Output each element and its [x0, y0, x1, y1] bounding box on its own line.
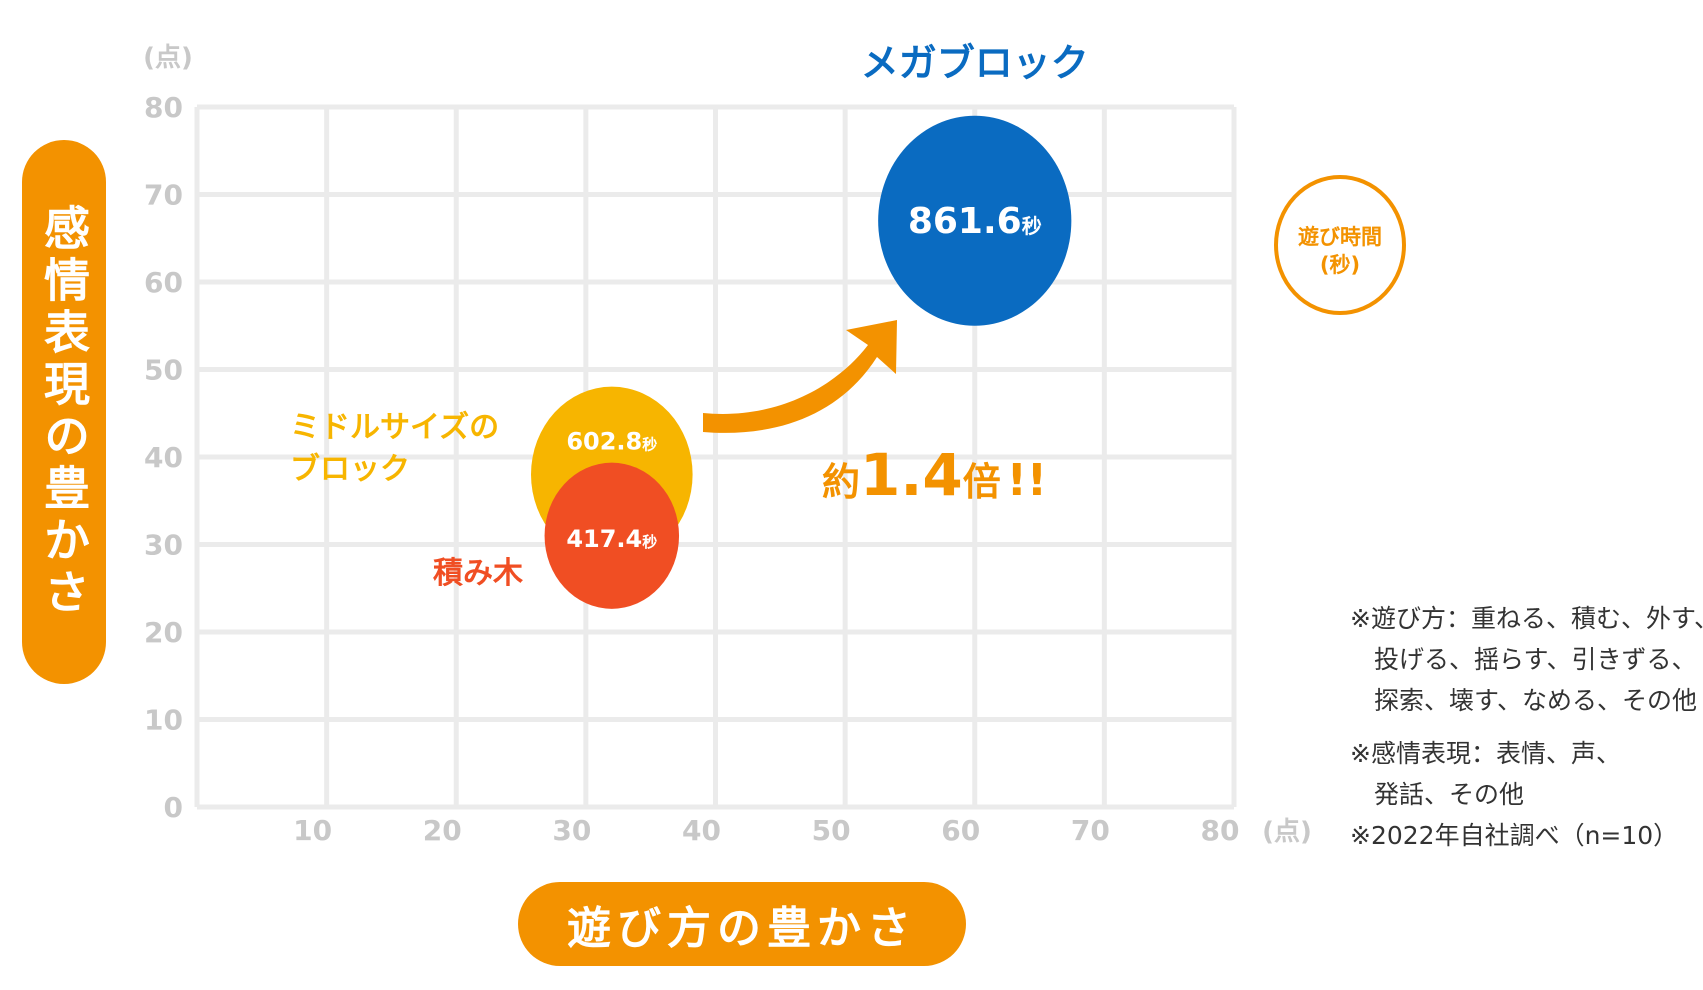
- note-play-styles-cont-1: 投げる、揺らす、引きずる、: [1374, 645, 1697, 674]
- category-label-tsumiki: 積み木: [433, 556, 523, 591]
- bubble-mega-block: [878, 115, 1072, 326]
- y-tick-label: 40: [144, 441, 183, 474]
- ratio-annotation: 約1.4倍!!: [822, 441, 1047, 509]
- x-tick-label: 10: [293, 814, 332, 847]
- y-tick-label: 60: [144, 266, 183, 299]
- x-tick-label: 50: [812, 814, 851, 847]
- y-tick-label: 50: [144, 354, 183, 387]
- x-tick-label: 80: [1201, 814, 1240, 847]
- note-survey: ※2022年自社調べ（n=10）: [1350, 821, 1679, 850]
- bubble-value-label: 602.8秒: [566, 428, 657, 456]
- y-axis-label: 感情表現の豊かさ: [37, 204, 91, 620]
- x-tick-label: 60: [941, 814, 980, 847]
- size-legend-circle: [1274, 175, 1406, 315]
- axes: 0 10 20 30 40 50 60 70 80 10 20 30 40 50 60 70 80 (点) (点): [143, 42, 1312, 847]
- note-play-styles-cont-2: 探索、壊す、なめる、その他: [1374, 686, 1698, 715]
- category-label-middle-block: ブロック: [290, 452, 410, 487]
- y-axis-label-pill: 感情表現の豊かさ: [22, 140, 106, 684]
- y-tick-label: 20: [144, 616, 183, 649]
- y-unit-label: (点): [143, 42, 193, 73]
- grid: [194, 104, 1237, 810]
- x-tick-label: 70: [1071, 814, 1110, 847]
- size-legend-label: (秒): [1320, 253, 1360, 277]
- bubble-value-label: 417.4秒: [566, 525, 657, 553]
- growth-arrow: [703, 320, 897, 433]
- note-play-styles: ※遊び方：重ねる、積む、外す、: [1350, 604, 1703, 633]
- x-tick-label: 30: [552, 814, 591, 847]
- bubbles: [531, 115, 1072, 609]
- y-tick-label: 80: [144, 91, 183, 124]
- x-axis-label-pill: 遊び方の豊かさ: [518, 882, 966, 966]
- bubble-tsumiki: [544, 462, 680, 609]
- note-emotion: ※感情表現：表情、声、: [1350, 739, 1621, 768]
- category-label-middle-block: ミドルサイズの: [290, 410, 499, 445]
- y-tick-label: 30: [144, 529, 183, 562]
- x-tick-label: 20: [423, 814, 462, 847]
- footnotes: ※遊び方：重ねる、積む、外す、 投げる、揺らす、引きずる、 探索、壊す、なめる、…: [1350, 598, 1703, 856]
- note-emotion-cont: 発話、その他: [1374, 780, 1525, 809]
- category-label-mega-block: メガブロック: [861, 41, 1089, 85]
- x-axis-label: 遊び方の豊かさ: [567, 903, 917, 954]
- bubble-value-label: 861.6秒: [908, 201, 1042, 242]
- x-tick-label: 40: [682, 814, 721, 847]
- x-unit-label: (点): [1262, 816, 1312, 847]
- y-tick-label: 0: [164, 791, 183, 824]
- size-legend-label: 遊び時間: [1298, 225, 1382, 249]
- y-tick-label: 10: [144, 704, 183, 737]
- y-tick-label: 70: [144, 179, 183, 212]
